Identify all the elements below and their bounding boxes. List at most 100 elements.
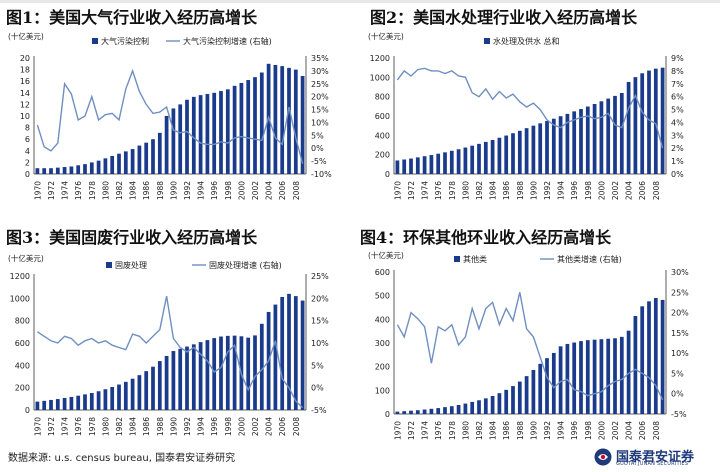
- bar: [103, 389, 108, 410]
- bar: [96, 160, 101, 174]
- x-tick-label: 1994: [197, 181, 206, 200]
- bar: [415, 157, 420, 174]
- logo-text-en: GUOTAI JUNAN SECURITIES: [616, 461, 689, 467]
- y-right-tick-label: 10%: [311, 339, 329, 348]
- y-left-tick-label: 800: [15, 317, 30, 326]
- chart-svg-solid-waste: (十亿美元) 0 200 400 600 800 1000 1200 -5% 0% 5% 10% 15%…: [8, 253, 329, 436]
- bar: [246, 337, 251, 410]
- bar: [259, 323, 264, 410]
- legend-line-label: 大气污染控制增速 (右轴): [183, 36, 272, 46]
- y-left-tick-label: 200: [375, 363, 390, 372]
- bar: [647, 70, 651, 174]
- x-tick-label: 1972: [47, 417, 56, 436]
- x-tick-label: 1980: [461, 421, 470, 440]
- y-right-tick-label: 0%: [671, 390, 684, 399]
- y-left-tick-label: 400: [375, 315, 390, 324]
- x-tick-label: 2004: [265, 417, 274, 436]
- x-tick-label: 1972: [407, 181, 416, 200]
- chart-title: 图2：美国水处理行业收入经历高增长: [370, 8, 638, 27]
- y-left-tick-label: 1200: [370, 54, 390, 63]
- chart-title: 图4：环保其他环业收入经历高增长: [360, 228, 612, 247]
- bar: [429, 408, 434, 414]
- bar: [137, 145, 142, 174]
- bar: [449, 150, 454, 174]
- y-right-tick-label: 3%: [671, 131, 684, 140]
- x-tick-label: 1970: [393, 421, 402, 440]
- x-tick-label: 2006: [278, 417, 287, 436]
- x-tick-label: 2002: [611, 421, 620, 440]
- y-left-tick-label: 600: [375, 112, 390, 121]
- bar: [538, 363, 543, 414]
- bar: [35, 401, 40, 410]
- source-note: 数据来源: u.s. census bureau, 国泰君安证券研究: [8, 453, 236, 464]
- y-left-tick-label: 6: [25, 135, 30, 144]
- x-tick-label: 2006: [638, 181, 647, 200]
- y-left-tick-label: 0: [25, 406, 30, 415]
- x-tick-label: 1994: [557, 181, 566, 200]
- y-left-tick-label: 8: [25, 124, 30, 133]
- bar: [463, 403, 468, 414]
- bar: [246, 80, 251, 174]
- y-right-tick-label: 10%: [671, 349, 689, 358]
- y-left-tick-label: 1200: [10, 272, 30, 281]
- bar: [449, 406, 454, 414]
- bar: [531, 125, 536, 174]
- x-tick-label: 1986: [502, 421, 511, 440]
- bar: [287, 67, 291, 174]
- x-tick-label: 1992: [183, 181, 192, 200]
- bar: [483, 141, 488, 174]
- bar: [456, 149, 461, 174]
- bar: [592, 339, 597, 414]
- bar: [62, 397, 67, 410]
- y-right-tick-label: 6%: [671, 93, 684, 102]
- y-right-tick-label: 30%: [311, 67, 329, 76]
- y-right-tick-label: 0%: [311, 144, 324, 153]
- y-right-tick-label: 0%: [311, 384, 324, 393]
- bar: [212, 92, 217, 174]
- x-tick-label: 1994: [557, 421, 566, 440]
- x-tick-label: 1998: [584, 421, 593, 440]
- logo-icon: [594, 448, 612, 466]
- x-tick-label: 1978: [88, 417, 97, 436]
- bar: [653, 298, 658, 414]
- bar: [470, 401, 475, 414]
- bar: [89, 393, 94, 410]
- bar: [463, 147, 468, 174]
- y-left-tick-label: 800: [375, 93, 390, 102]
- x-tick-label: 1984: [129, 181, 138, 200]
- bar: [517, 130, 522, 174]
- bar: [293, 69, 298, 174]
- bar: [490, 139, 495, 174]
- x-tick-label: 1982: [115, 181, 124, 200]
- y-left-tick-label: 1000: [370, 73, 390, 82]
- x-tick-label: 1970: [393, 181, 402, 200]
- y-right-tick-label: -5%: [671, 410, 687, 419]
- bar: [395, 411, 400, 414]
- x-tick-label: 1996: [570, 421, 579, 440]
- x-tick-label: 1970: [33, 181, 42, 200]
- chart-svg-other: (十亿美元) 0 100 200 300 400 500 600 -5% 0% 5% 10% 15% 20…: [368, 250, 689, 440]
- x-tick-label: 1972: [47, 181, 56, 200]
- growth-line: [36, 68, 304, 164]
- chart-panel-solid-waste: 图3：美国固废行业收入经历高增长 (十亿美元) 0 200 400 600 800 1000…: [0, 224, 360, 446]
- chart-title: 图3：美国固废行业收入经历高增长: [6, 228, 258, 247]
- bar: [572, 111, 577, 174]
- x-tick-label: 1974: [421, 421, 430, 440]
- growth-line: [396, 292, 664, 401]
- bar: [572, 342, 577, 414]
- x-tick-label: 1982: [475, 181, 484, 200]
- bar: [178, 348, 183, 410]
- x-tick-label: 1982: [115, 417, 124, 436]
- y-right-tick-label: 7%: [671, 80, 684, 89]
- bar: [511, 133, 515, 174]
- bar: [144, 142, 149, 174]
- x-tick-label: 2004: [625, 421, 634, 440]
- legend-bar-swatch: [106, 262, 112, 268]
- bar: [198, 95, 203, 174]
- bar: [409, 410, 413, 414]
- x-tick-label: 2002: [611, 181, 620, 200]
- bar: [585, 340, 590, 414]
- bar: [477, 400, 481, 414]
- bar: [69, 166, 74, 174]
- bar: [89, 162, 94, 174]
